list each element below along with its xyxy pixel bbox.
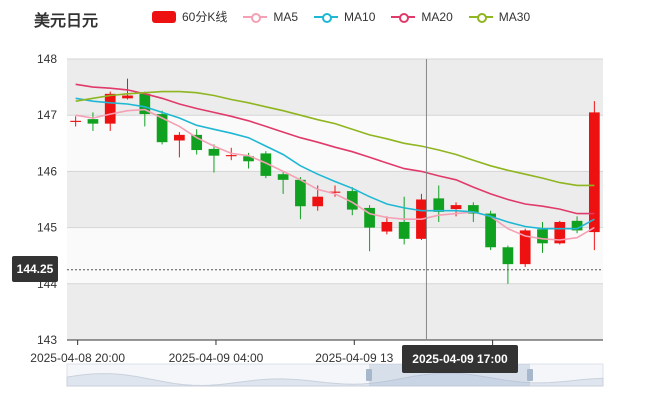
- legend-swatch-ma10: [314, 11, 339, 23]
- candle-body: [329, 191, 341, 193]
- candle-body: [364, 207, 375, 228]
- candle: [191, 129, 203, 155]
- plot-band: [67, 283, 603, 340]
- legend-swatch-ma20: [391, 11, 416, 23]
- y-tick-label: 147: [37, 108, 57, 122]
- legend-label-candles: 60分K线: [182, 10, 228, 24]
- candle: [502, 245, 514, 284]
- candle: [87, 112, 99, 131]
- line-ma20: [75, 83, 595, 215]
- candle-body: [381, 221, 393, 232]
- candle: [416, 193, 427, 240]
- plot-band: [67, 171, 603, 228]
- x-axis: 2025-04-08 20:00 2025-04-09 04:00 2025-04-…: [30, 339, 603, 365]
- x-tick-label: 2025-04-09 13: [315, 351, 393, 365]
- candle-body: [208, 148, 220, 156]
- candle: [588, 101, 600, 251]
- x-tick-label: 2025-04-08 20:00: [30, 351, 125, 365]
- candle-body: [243, 156, 254, 162]
- candle: [260, 151, 272, 179]
- y-tick-label: 148: [37, 52, 57, 66]
- legend-swatch-ma30: [468, 11, 493, 23]
- candle: [537, 221, 548, 253]
- crosshair-time-label: 2025-04-09 17:00: [402, 345, 518, 373]
- candle: [70, 116, 82, 127]
- candle: [346, 187, 358, 216]
- y-tick-label: 146: [37, 164, 57, 178]
- x-tick-label: 2025-04-09 04:00: [169, 351, 264, 365]
- zoom-preview: [66, 372, 604, 387]
- candle-body: [571, 220, 583, 231]
- candle: [571, 216, 583, 234]
- candle-body: [537, 229, 548, 244]
- datazoom-slider[interactable]: [66, 363, 604, 387]
- candle-body: [554, 221, 566, 244]
- candle-body: [277, 174, 289, 180]
- legend-item-ma5[interactable]: MA5: [243, 10, 298, 24]
- candle: [122, 78, 133, 100]
- zoom-handle: [527, 369, 533, 381]
- y-tick-label: 143: [37, 333, 57, 347]
- legend-label-ma30: MA30: [498, 9, 531, 24]
- candle: [174, 132, 185, 158]
- candle: [295, 177, 306, 220]
- candle: [519, 228, 531, 267]
- legend-label-ma20: MA20: [421, 9, 453, 24]
- candle-body: [104, 93, 116, 124]
- legend-item-candles[interactable]: 60分K线: [152, 8, 227, 25]
- legend-item-ma20[interactable]: MA20: [391, 9, 453, 24]
- candle-body: [433, 198, 445, 212]
- candle-body: [295, 179, 306, 207]
- legend-swatch-candles: [152, 10, 176, 23]
- candle-body: [174, 134, 185, 141]
- candle-body: [346, 191, 358, 210]
- chart-title: 美元日元: [34, 13, 99, 30]
- y-tick-label: 145: [37, 221, 57, 235]
- candle-body: [87, 119, 99, 124]
- legend-swatch-ma5: [243, 11, 268, 23]
- candle: [156, 110, 168, 145]
- line-ma5: [75, 108, 595, 241]
- candle-body: [502, 247, 514, 265]
- candle: [277, 171, 289, 194]
- candle: [554, 220, 566, 245]
- candle: [208, 144, 220, 173]
- candle: [329, 185, 341, 197]
- candle: [398, 196, 410, 245]
- legend: 60分K线 MA5 MA10 MA20 MA30: [152, 8, 546, 25]
- moving-average-lines: [75, 83, 595, 241]
- candle-body: [139, 93, 151, 115]
- candle-body: [191, 134, 203, 151]
- candle-body: [260, 153, 272, 176]
- candle-body: [485, 213, 496, 248]
- candle: [104, 91, 116, 131]
- candle-body: [312, 196, 324, 207]
- zoom-handle: [366, 369, 372, 381]
- candle-body: [70, 120, 82, 122]
- crosshair-price-label: 144.25: [12, 256, 58, 282]
- legend-item-ma10[interactable]: MA10: [314, 10, 375, 24]
- candle-body: [450, 205, 462, 210]
- candle-body: [519, 230, 531, 265]
- candle-body: [588, 112, 600, 233]
- plot-band: [67, 59, 603, 116]
- candle-body: [122, 95, 133, 99]
- candle-body: [398, 221, 410, 239]
- candle-body: [156, 114, 168, 143]
- line-ma10: [75, 97, 595, 230]
- plot-band: [67, 115, 603, 172]
- candle: [381, 216, 393, 235]
- legend-label-ma10: MA10: [344, 9, 376, 24]
- line-ma30: [75, 90, 595, 187]
- candle-body: [467, 205, 479, 214]
- plot-band: [67, 227, 603, 284]
- legend-item-ma30[interactable]: MA30: [468, 9, 531, 24]
- legend-label-ma5: MA5: [273, 9, 299, 24]
- plot-bands: [67, 59, 603, 340]
- crosshair: [67, 59, 603, 340]
- candle-body: [225, 155, 237, 157]
